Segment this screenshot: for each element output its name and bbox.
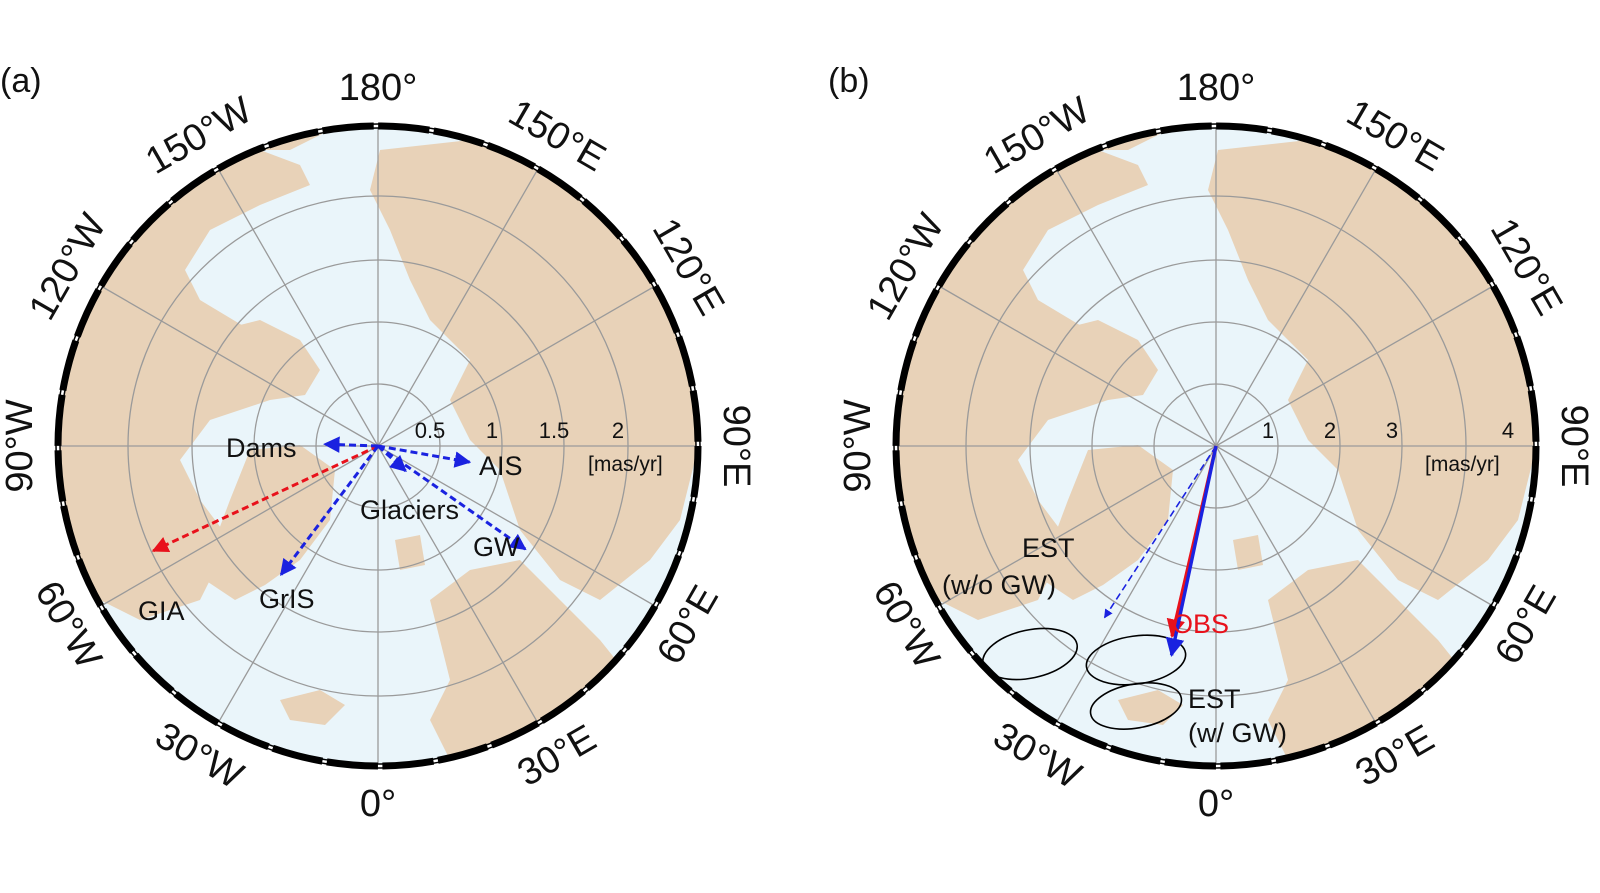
panel-b: 180°150°E120°E90°E60°E30°E0°30°W60°W90°W… (828, 62, 1595, 825)
vector-label-ais: AIS (479, 451, 523, 481)
vector-arrow-ais (377, 444, 472, 468)
meridian-line (218, 170, 379, 447)
vector-label-est-w-gw-line2: (w/ GW) (1188, 718, 1287, 748)
meridian-line (377, 286, 654, 447)
meridian-line (1215, 445, 1492, 606)
land-canadian-islands (1058, 320, 1158, 400)
vector-label-obs: OBS (1172, 609, 1229, 639)
land-siberia (370, 140, 696, 600)
longitude-label-180: 180° (339, 67, 418, 109)
frame-band (54, 122, 702, 770)
ring-value-label: 4 (1502, 418, 1514, 443)
ring-value-label: 3 (1386, 418, 1398, 443)
ring-value-label: 1 (1262, 418, 1274, 443)
longitude-label-180: 180° (1177, 67, 1256, 109)
land-iceland (1118, 690, 1183, 725)
meridian-line (1056, 170, 1217, 447)
vector-label-dams: Dams (226, 433, 297, 463)
meridian-line (940, 286, 1217, 447)
map-frame-a (54, 122, 702, 770)
vector-arrow-dams (323, 436, 379, 453)
vector-label-est-w-gw-line1: EST (1188, 684, 1241, 714)
frame-band (892, 122, 1540, 770)
land-greenland (1043, 445, 1173, 600)
vectors-a (151, 436, 527, 577)
vector-label-glaciers: Glaciers (360, 495, 459, 525)
vector-arrow-gw (377, 444, 527, 551)
vector-arrow-gris (279, 445, 380, 577)
map-frame-b (892, 122, 1540, 770)
meridian-line (102, 445, 379, 606)
error-ellipse-w-gw (1089, 682, 1183, 730)
graticule-a (60, 128, 696, 764)
ring-labels-a: 0.5 1 1.5 2 (415, 418, 624, 443)
land-svalbard (1233, 535, 1263, 570)
land-novaya-zemlya (1343, 455, 1398, 510)
panel-a: 180°150°E120°E90°E60°E30°E0°30°W60°W90°W… (0, 62, 757, 825)
land-novaya-zemlya (505, 455, 560, 510)
land-canadian-islands (220, 320, 320, 400)
meridian-line (1215, 170, 1376, 447)
ring-value-label: 1.5 (539, 418, 570, 443)
longitude-label-0: 0° (1198, 783, 1234, 825)
vector-arrow-gia (151, 444, 379, 553)
meridian-line (377, 445, 538, 722)
ring-value-label: 2 (612, 418, 624, 443)
vector-label-gris: GrIS (259, 584, 315, 614)
meridian-line (1215, 286, 1492, 447)
vector-arrow-est-w-gw (1165, 445, 1218, 658)
meridian-line (377, 445, 654, 606)
longitude-label-90w: 90°W (0, 399, 41, 492)
vector-label-est-wo-gw-line1: EST (1022, 533, 1075, 563)
land-siberia (1208, 140, 1534, 600)
graticule-b (898, 128, 1534, 764)
vector-arrow-est-w-o-gw (1103, 445, 1217, 619)
longitude-label-90e: 90°E (715, 405, 757, 488)
meridian-line (102, 286, 379, 447)
unit-label-b: [mas/yr] (1425, 453, 1500, 476)
ring-value-label: 1 (486, 418, 498, 443)
unit-label-a: [mas/yr] (588, 453, 663, 476)
error-ellipse-wo-gw (981, 627, 1079, 681)
land-svalbard (395, 535, 425, 570)
frame-inner (897, 127, 1535, 765)
land-greenland (205, 445, 335, 600)
vectors-b (1103, 445, 1218, 658)
meridian-line (1215, 445, 1376, 722)
vector-label-gw: GW (473, 532, 520, 562)
panel-label-b: (b) (828, 62, 870, 100)
longitude-label-0: 0° (360, 783, 396, 825)
land-iceland (280, 690, 345, 725)
meridian-line (940, 445, 1217, 606)
longitude-label-90e: 90°E (1553, 405, 1595, 488)
meridian-line (377, 170, 538, 447)
vector-label-gia: GIA (138, 596, 185, 626)
ring-value-label: 0.5 (415, 418, 446, 443)
ring-labels-b: 1 2 3 4 (1262, 418, 1514, 443)
meridian-line (218, 445, 379, 722)
panel-label-a: (a) (0, 62, 42, 100)
ring-value-label: 2 (1324, 418, 1336, 443)
vector-label-est-wo-gw-line2: (w/o GW) (942, 570, 1056, 600)
longitude-label-90w: 90°W (837, 399, 879, 492)
meridian-line (1056, 445, 1217, 722)
